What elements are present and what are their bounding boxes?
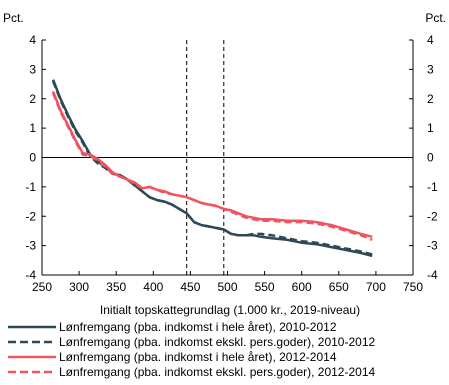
- x-tick-label: 500: [217, 280, 237, 294]
- y-tick-right-label: 2: [427, 92, 434, 106]
- y-tick-left-label: 1: [29, 121, 36, 135]
- y-tick-right-label: 4: [427, 33, 434, 47]
- left-axis-unit-label: Pct.: [3, 11, 24, 25]
- x-tick-label: 350: [106, 280, 126, 294]
- x-tick-label: 450: [180, 280, 200, 294]
- legend-label-4: Lønfremgang (pba. indkomst ekskl. pers.g…: [59, 365, 375, 379]
- x-tick-label: 550: [255, 280, 275, 294]
- x-tick-label: 250: [32, 280, 52, 294]
- series-group: [51, 79, 373, 258]
- y-tick-right-label: 1: [427, 121, 434, 135]
- y-tick-right-label: -2: [427, 209, 438, 223]
- series-line-2: [51, 80, 373, 256]
- y-tick-right-label: -3: [427, 239, 438, 253]
- y-tick-left-label: 0: [29, 151, 36, 165]
- y-tick-right-label: 0: [427, 151, 434, 165]
- y-tick-right-label: 3: [427, 62, 434, 76]
- axes: -4 -4 -3 -3 -2 -2 -1 -1 0 0 1 1 2 2 3 3 4 4 250 300 350 400 45…: [25, 33, 438, 294]
- y-tick-left-label: -4: [25, 268, 36, 282]
- legend-label-1: Lønfremgang (pba. indkomst i hele året),…: [59, 320, 337, 334]
- x-tick-label: 300: [69, 280, 89, 294]
- series-line-4: [51, 92, 373, 241]
- legend-label-3: Lønfremgang (pba. indkomst i hele året),…: [59, 350, 337, 364]
- y-tick-right-label: -4: [427, 268, 438, 282]
- y-tick-left-label: -1: [25, 180, 36, 194]
- right-axis-unit-label: Pct.: [425, 11, 446, 25]
- y-tick-left-label: 3: [29, 62, 36, 76]
- legend-label-2: Lønfremgang (pba. indkomst ekskl. pers.g…: [59, 335, 375, 349]
- series-line-3: [51, 90, 373, 239]
- x-tick-label: 650: [329, 280, 349, 294]
- series-line-1: [51, 79, 373, 258]
- y-tick-left-label: 2: [29, 92, 36, 106]
- x-tick-label: 700: [366, 280, 386, 294]
- x-tick-label: 600: [292, 280, 312, 294]
- legend: Lønfremgang (pba. indkomst i hele året),…: [8, 320, 375, 379]
- y-tick-left-label: -2: [25, 209, 36, 223]
- x-tick-label: 750: [403, 280, 423, 294]
- x-tick-label: 400: [143, 280, 163, 294]
- y-tick-left-label: -3: [25, 239, 36, 253]
- y-tick-right-label: -1: [427, 180, 438, 194]
- x-axis-label: Initialt topskattegrundlag (1.000 kr., 2…: [100, 303, 360, 317]
- y-tick-left-label: 4: [29, 33, 36, 47]
